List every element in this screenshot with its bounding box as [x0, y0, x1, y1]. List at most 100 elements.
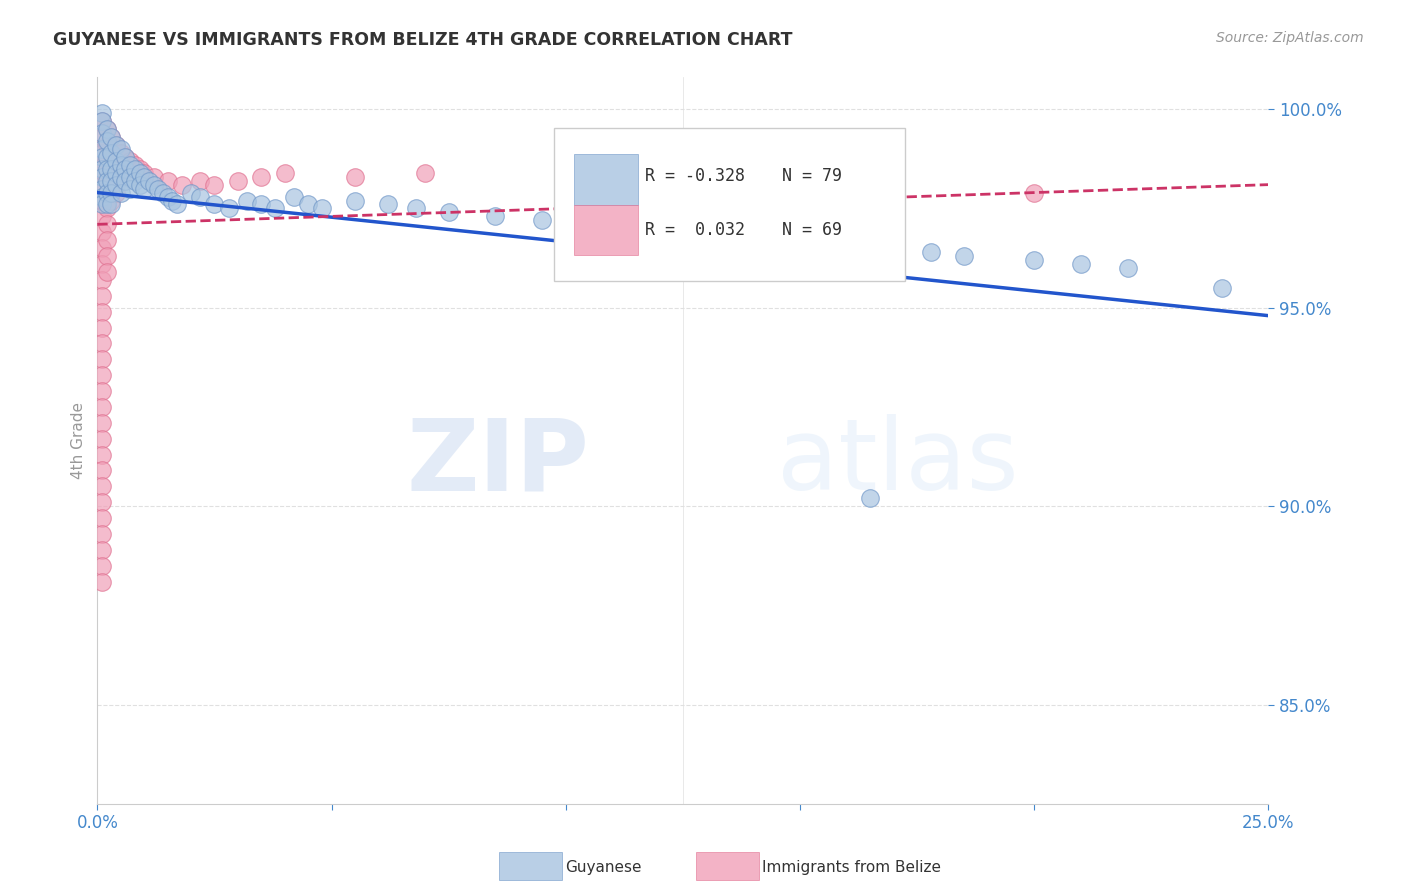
Point — [91, 142, 114, 156]
Point — [91, 384, 114, 398]
Point — [96, 186, 118, 200]
Text: R = -0.328: R = -0.328 — [645, 167, 745, 185]
Point — [96, 249, 118, 263]
Point — [120, 158, 142, 172]
Point — [578, 217, 600, 231]
Point — [218, 202, 240, 216]
Point — [91, 400, 114, 414]
Point — [91, 273, 114, 287]
Point — [156, 174, 179, 188]
Point — [413, 166, 436, 180]
Point — [110, 186, 132, 200]
Point — [91, 289, 114, 303]
Text: GUYANESE VS IMMIGRANTS FROM BELIZE 4TH GRADE CORRELATION CHART: GUYANESE VS IMMIGRANTS FROM BELIZE 4TH G… — [53, 31, 793, 49]
Point — [134, 166, 156, 180]
Point — [91, 336, 114, 351]
Point — [124, 158, 146, 172]
Point — [91, 448, 114, 462]
Point — [190, 189, 212, 203]
Text: atlas: atlas — [776, 414, 1018, 511]
Point — [96, 217, 118, 231]
Point — [124, 161, 146, 176]
Point — [100, 145, 122, 160]
Point — [204, 178, 226, 192]
Point — [91, 169, 114, 184]
Point — [114, 166, 136, 180]
Point — [1024, 186, 1046, 200]
Point — [718, 229, 741, 244]
Point — [765, 233, 787, 247]
Point — [100, 161, 122, 176]
Point — [273, 166, 295, 180]
Point — [105, 153, 128, 168]
Point — [100, 161, 122, 176]
Point — [377, 197, 399, 211]
Point — [180, 186, 202, 200]
Point — [142, 178, 165, 192]
Point — [91, 189, 114, 203]
Point — [134, 181, 156, 195]
Point — [91, 145, 114, 160]
Point — [91, 197, 114, 211]
Point — [1211, 281, 1233, 295]
Point — [142, 169, 165, 184]
Point — [105, 169, 128, 184]
Point — [91, 114, 114, 128]
Point — [96, 174, 118, 188]
Point — [190, 174, 212, 188]
Point — [953, 249, 976, 263]
Point — [96, 150, 118, 164]
Point — [91, 320, 114, 334]
Point — [152, 186, 174, 200]
Point — [100, 130, 122, 145]
Point — [124, 174, 146, 188]
Point — [96, 137, 118, 152]
Text: Guyanese: Guyanese — [565, 861, 641, 875]
Point — [105, 153, 128, 168]
Point — [91, 225, 114, 239]
Point — [91, 352, 114, 367]
Point — [170, 178, 193, 192]
Point — [405, 202, 427, 216]
Point — [96, 122, 118, 136]
Point — [148, 181, 170, 195]
Point — [105, 137, 128, 152]
Point — [96, 161, 118, 176]
Point — [100, 145, 122, 160]
Point — [128, 161, 150, 176]
Point — [91, 114, 114, 128]
Point — [128, 166, 150, 180]
Point — [437, 205, 460, 219]
Point — [96, 134, 118, 148]
Point — [96, 186, 118, 200]
Point — [311, 202, 333, 216]
Point — [91, 210, 114, 224]
Point — [813, 237, 835, 252]
Point — [91, 161, 114, 176]
Point — [110, 158, 132, 172]
Point — [110, 169, 132, 184]
Point — [96, 169, 118, 184]
Point — [204, 197, 226, 211]
Point — [91, 126, 114, 140]
Point — [91, 178, 114, 192]
Point — [624, 221, 647, 235]
Point — [250, 169, 273, 184]
Point — [672, 225, 695, 239]
Point — [120, 169, 142, 184]
Point — [105, 166, 128, 180]
Point — [343, 194, 366, 208]
Point — [100, 130, 122, 145]
Point — [859, 241, 882, 255]
FancyBboxPatch shape — [574, 153, 638, 204]
Point — [91, 241, 114, 255]
Point — [91, 463, 114, 477]
Point — [91, 432, 114, 446]
Point — [91, 495, 114, 509]
Point — [120, 181, 142, 195]
Point — [100, 186, 122, 200]
Point — [120, 153, 142, 168]
Point — [91, 161, 114, 176]
Point — [128, 178, 150, 192]
Text: N = 69: N = 69 — [782, 221, 842, 239]
